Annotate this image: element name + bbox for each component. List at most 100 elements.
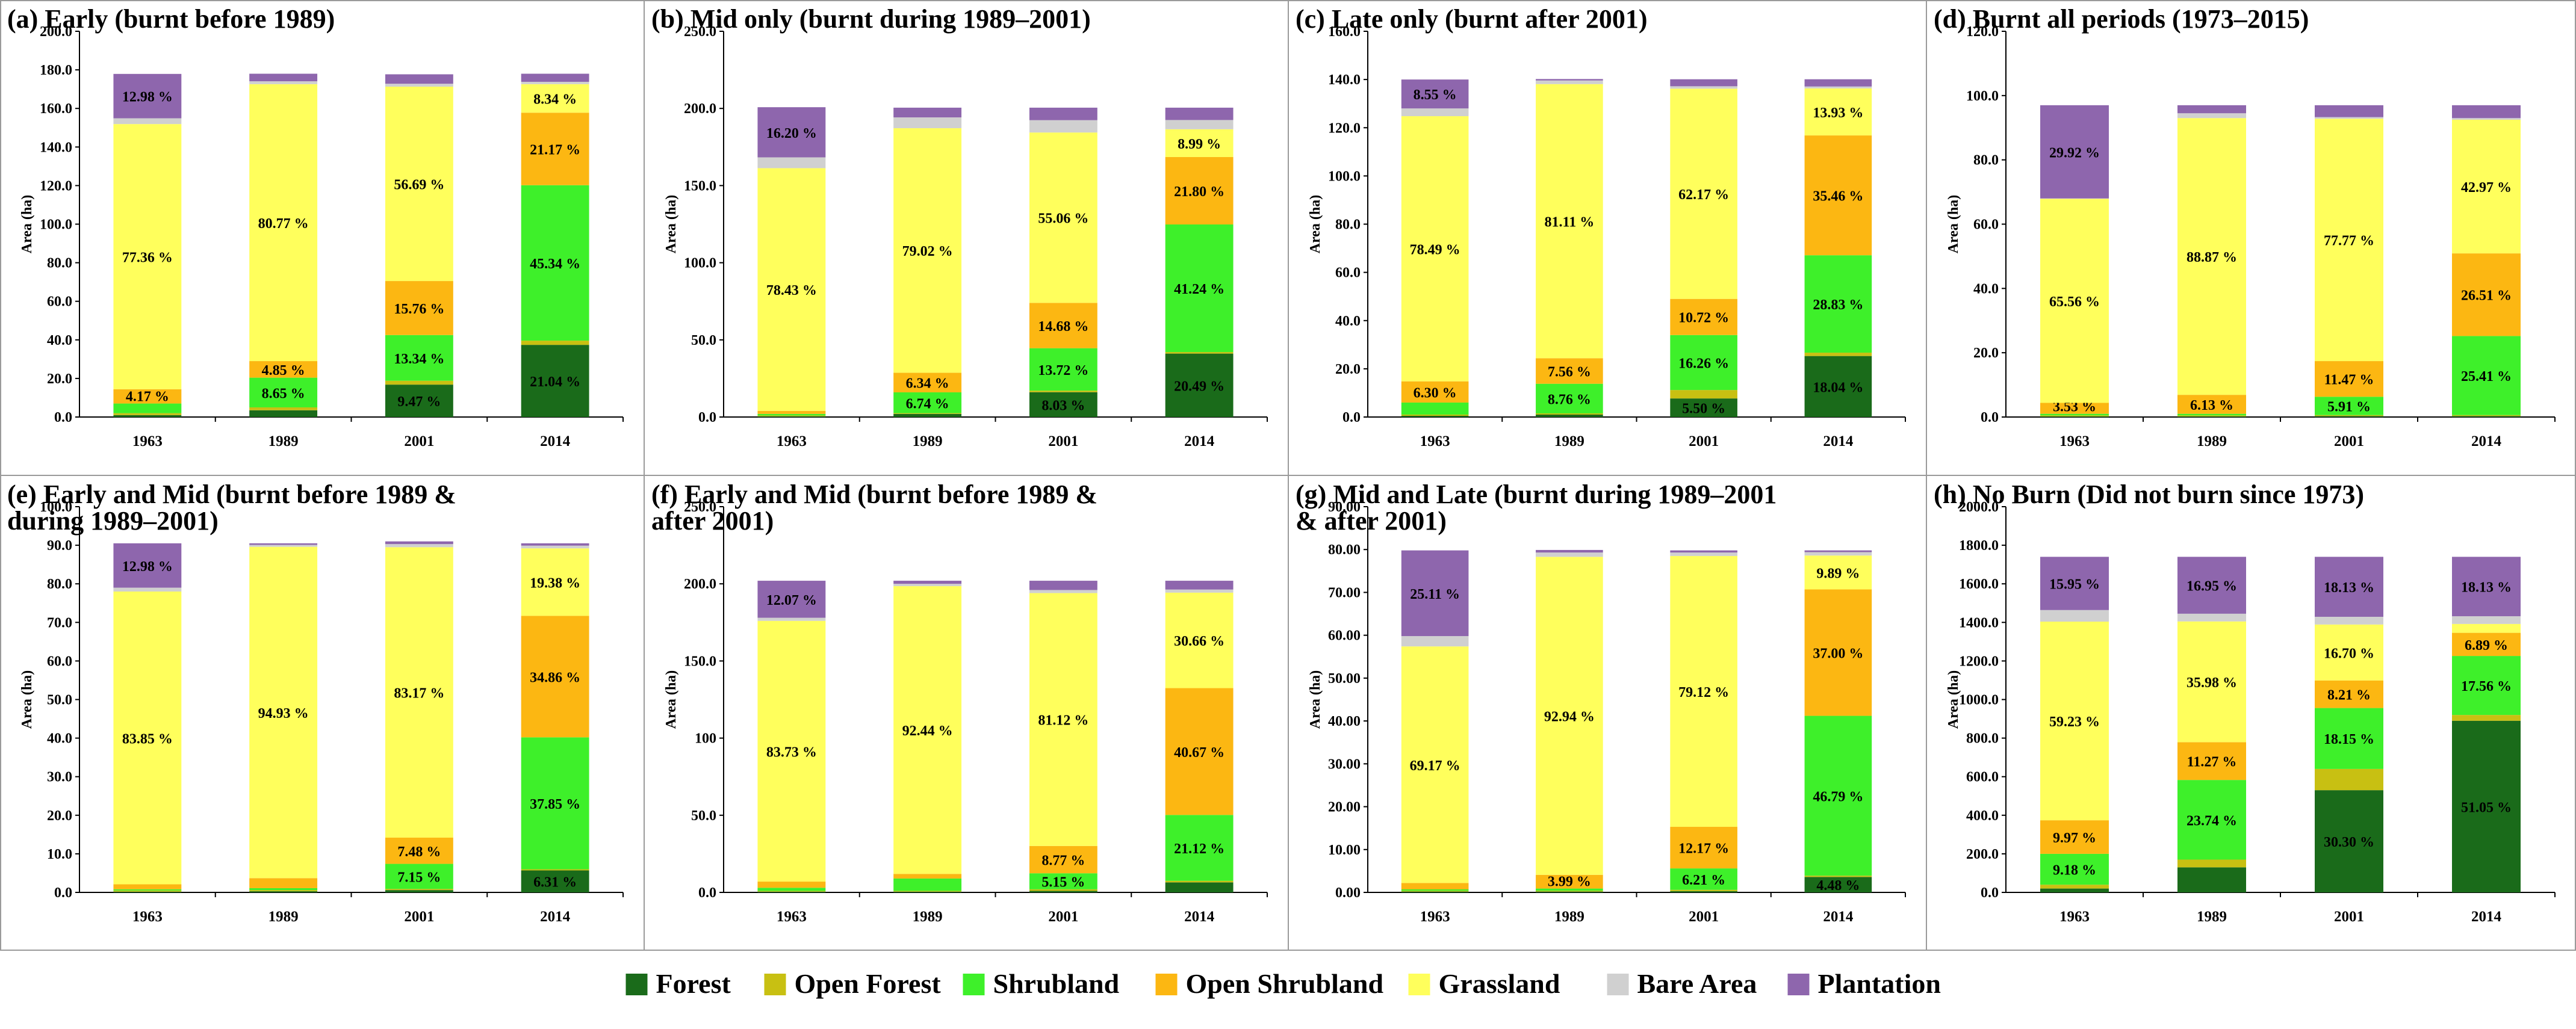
data-label: 59.23 % bbox=[2049, 714, 2100, 730]
x-tick-label: 1989 bbox=[2197, 909, 2227, 925]
bar-segment-open-forest bbox=[1165, 352, 1234, 354]
x-tick-label: 2001 bbox=[1048, 433, 1078, 450]
y-tick-label: 40.00 bbox=[1328, 714, 1361, 729]
bar-segment-grassland bbox=[2177, 118, 2246, 395]
x-tick-label: 2014 bbox=[1823, 909, 1854, 925]
x-tick-label: 2014 bbox=[540, 909, 571, 925]
y-axis-label: Area (ha) bbox=[663, 195, 679, 254]
bar-segment-forest bbox=[385, 890, 453, 892]
panel-title: (g) Mid and Late (burnt during 1989–2001 bbox=[1296, 480, 1777, 509]
y-tick-label: 120.0 bbox=[40, 178, 72, 194]
bar-segment-plantation bbox=[2315, 557, 2383, 617]
bar-segment-forest bbox=[521, 870, 589, 892]
bar-segment-open-shrubland bbox=[521, 113, 589, 185]
bar-segment-bare-area bbox=[1401, 636, 1469, 647]
bar-segment-shrubland bbox=[2177, 413, 2246, 416]
bar-segment-forest bbox=[1401, 415, 1469, 417]
data-label: 12.98 % bbox=[122, 90, 173, 105]
bar-segment-open-shrubland bbox=[385, 837, 453, 864]
bar-segment-open-shrubland bbox=[893, 874, 962, 879]
bar-segment-shrubland bbox=[1401, 402, 1469, 415]
bar-segment-plantation bbox=[1029, 581, 1097, 590]
bar-segment-forest bbox=[249, 891, 318, 892]
bar-segment-grassland bbox=[1029, 593, 1097, 846]
bar-segment-plantation bbox=[2315, 105, 2383, 117]
bar-segment-open-shrubland bbox=[1029, 303, 1097, 348]
y-tick-label: 20.0 bbox=[1335, 362, 1361, 377]
bar-segment-grassland bbox=[2177, 621, 2246, 743]
y-tick-label: 1000.0 bbox=[1959, 693, 1999, 708]
bar-segment-open-shrubland bbox=[113, 884, 182, 889]
y-tick-label: 40.0 bbox=[47, 333, 72, 348]
bar-segment-bare-area bbox=[757, 157, 826, 168]
data-label: 77.36 % bbox=[122, 250, 173, 266]
data-label: 83.73 % bbox=[766, 744, 817, 760]
data-label: 7.15 % bbox=[397, 870, 441, 885]
y-tick-label: 150.0 bbox=[684, 178, 716, 194]
panel-b: 0.0 50.0 100.0 150.0 200.0 250.0 Area (ha) 1963… bbox=[651, 4, 1268, 450]
bar-segment-forest bbox=[2315, 416, 2383, 417]
data-label: 25.11 % bbox=[1410, 587, 1460, 602]
data-label: 6.34 % bbox=[906, 376, 949, 392]
data-label: 69.17 % bbox=[1410, 758, 1460, 774]
y-tick-label: 160.0 bbox=[40, 101, 72, 117]
bar-segment-plantation bbox=[521, 73, 589, 82]
data-label: 9.47 % bbox=[397, 394, 441, 410]
y-tick-label: 70.00 bbox=[1328, 585, 1361, 601]
data-label: 40.67 % bbox=[1174, 745, 1224, 761]
x-tick-label: 1963 bbox=[132, 433, 163, 450]
bar-segment-plantation bbox=[893, 581, 962, 584]
bar-segment-open-forest bbox=[521, 869, 589, 871]
bar-segment-plantation bbox=[2452, 557, 2521, 617]
bar-segment-grassland bbox=[1804, 555, 1872, 590]
bar-segment-plantation bbox=[249, 73, 318, 82]
legend-item-plantation: Plantation bbox=[1787, 968, 1941, 999]
data-label: 18.04 % bbox=[1813, 380, 1863, 395]
y-tick-label: 10.0 bbox=[47, 847, 72, 862]
bar-segment-plantation bbox=[1536, 79, 1603, 81]
bar-segment-grassland bbox=[1670, 555, 1737, 827]
x-tick-label: 1989 bbox=[2197, 433, 2227, 450]
bar-segment-bare-area bbox=[1029, 590, 1097, 593]
data-label: 42.97 % bbox=[2461, 180, 2512, 196]
panel-title: (a) Early (burnt before 1989) bbox=[7, 4, 335, 34]
bar-segment-plantation bbox=[1401, 550, 1469, 637]
x-tick-label: 2014 bbox=[1184, 909, 1215, 925]
y-tick-label: 200.0 bbox=[40, 24, 72, 40]
bar-segment-shrubland bbox=[757, 413, 826, 416]
x-tick-label: 1963 bbox=[777, 433, 807, 450]
bar-segment-open-shrubland bbox=[1029, 845, 1097, 874]
data-label: 14.68 % bbox=[1038, 319, 1088, 335]
bar-segment-plantation bbox=[1165, 107, 1234, 120]
bar-segment-forest bbox=[893, 413, 962, 417]
bar-segment-open-shrubland bbox=[757, 882, 826, 888]
bar-segment-open-shrubland bbox=[249, 878, 318, 888]
bar-segment-open-shrubland bbox=[1536, 874, 1603, 889]
data-label: 17.56 % bbox=[2461, 679, 2512, 694]
y-tick-label: 0.0 bbox=[1981, 410, 1999, 425]
y-tick-label: 150.0 bbox=[684, 654, 716, 669]
bar-segment-plantation bbox=[1804, 79, 1872, 87]
data-label: 37.85 % bbox=[530, 797, 580, 812]
bar-segment-forest bbox=[1029, 392, 1097, 417]
bar-segment-open-shrubland bbox=[521, 616, 589, 738]
data-label: 35.98 % bbox=[2186, 675, 2237, 691]
bar-segment-bare-area bbox=[2452, 118, 2521, 120]
data-label: 8.03 % bbox=[1041, 398, 1085, 413]
bar-segment-shrubland bbox=[2315, 708, 2383, 769]
data-label: 45.34 % bbox=[530, 256, 580, 272]
bar-segment-open-shrubland bbox=[1401, 381, 1469, 403]
x-tick-label: 1989 bbox=[1554, 909, 1584, 925]
data-label: 7.48 % bbox=[397, 844, 441, 860]
bar-segment-open-forest bbox=[1804, 876, 1872, 877]
legend-item-bare-area: Bare Area bbox=[1607, 968, 1757, 999]
data-label: 8.34 % bbox=[533, 92, 577, 108]
bar-segment-grassland bbox=[2452, 119, 2521, 254]
y-tick-label: 1600.0 bbox=[1959, 576, 1999, 592]
data-label: 77.77 % bbox=[2324, 233, 2374, 249]
y-tick-label: 60.0 bbox=[47, 654, 72, 669]
bar-segment-shrubland bbox=[1670, 868, 1737, 890]
bar-segment-plantation bbox=[249, 543, 318, 545]
panel-f: 0.0 50.0 100 150.0 200.0 250.0 Area (ha) 1963 83… bbox=[651, 480, 1268, 925]
bar-segment-shrubland bbox=[1536, 888, 1603, 891]
